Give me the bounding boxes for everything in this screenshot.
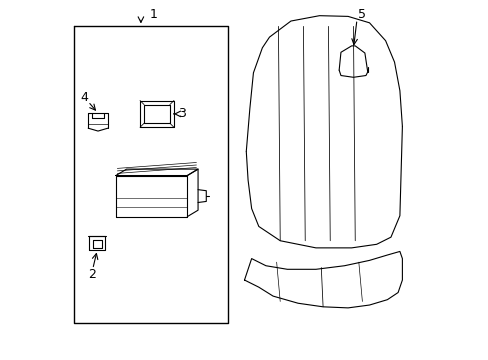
Text: 4: 4 <box>81 91 88 104</box>
Text: 2: 2 <box>87 268 95 281</box>
Text: 1: 1 <box>149 9 157 22</box>
Text: 5: 5 <box>358 9 366 22</box>
Text: 3: 3 <box>178 107 185 120</box>
